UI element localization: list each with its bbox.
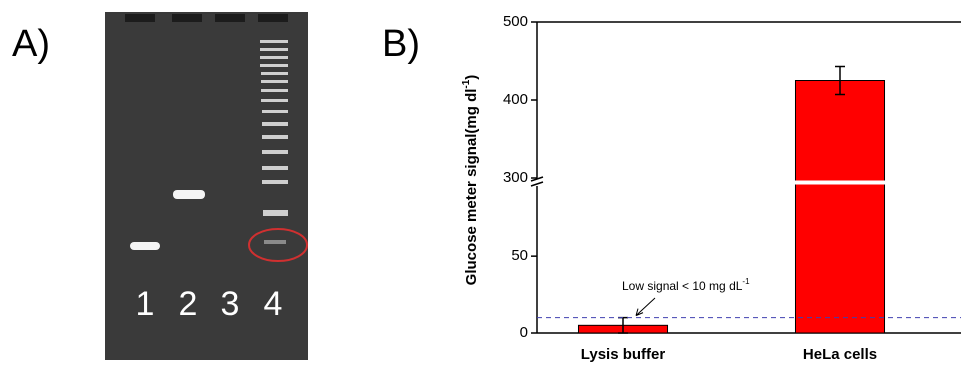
y-tick-label: 0 xyxy=(520,324,528,341)
figure: A) 1234 B) Glucose meter signal(mg dl-1)… xyxy=(0,0,961,367)
x-tick-label: HeLa cells xyxy=(803,346,877,363)
bar-break xyxy=(794,181,885,185)
annotation-arrow xyxy=(636,298,655,316)
well xyxy=(125,14,155,22)
bar xyxy=(795,81,884,334)
panel-label: B) xyxy=(382,23,420,65)
y-tick-label: 500 xyxy=(503,13,528,30)
panel-label: A) xyxy=(12,23,50,65)
annotation-text: Low signal < 10 mg dL xyxy=(622,279,743,293)
y-axis-label: Glucose meter signal(mg dl-1) xyxy=(461,75,480,286)
annotation-sup: -1 xyxy=(742,277,750,286)
band xyxy=(173,190,205,199)
band xyxy=(130,242,160,250)
well xyxy=(215,14,245,22)
y-tick-label: 50 xyxy=(511,247,528,264)
lane-label: 2 xyxy=(179,285,198,323)
well xyxy=(172,14,202,22)
y-tick-label: 400 xyxy=(503,91,528,108)
lane-label: 4 xyxy=(264,285,283,323)
plot: 0 50 300 400 500 Lysis buffer HeLa cells Low si… xyxy=(503,13,961,363)
lane-label: 1 xyxy=(136,285,155,323)
annotation: Low signal < 10 mg dL-1 xyxy=(622,277,750,293)
lane-label: 3 xyxy=(221,285,240,323)
x-tick-label: Lysis buffer xyxy=(581,346,666,363)
well xyxy=(258,14,288,22)
band xyxy=(264,240,286,244)
y-tick-label: 300 xyxy=(503,169,528,186)
